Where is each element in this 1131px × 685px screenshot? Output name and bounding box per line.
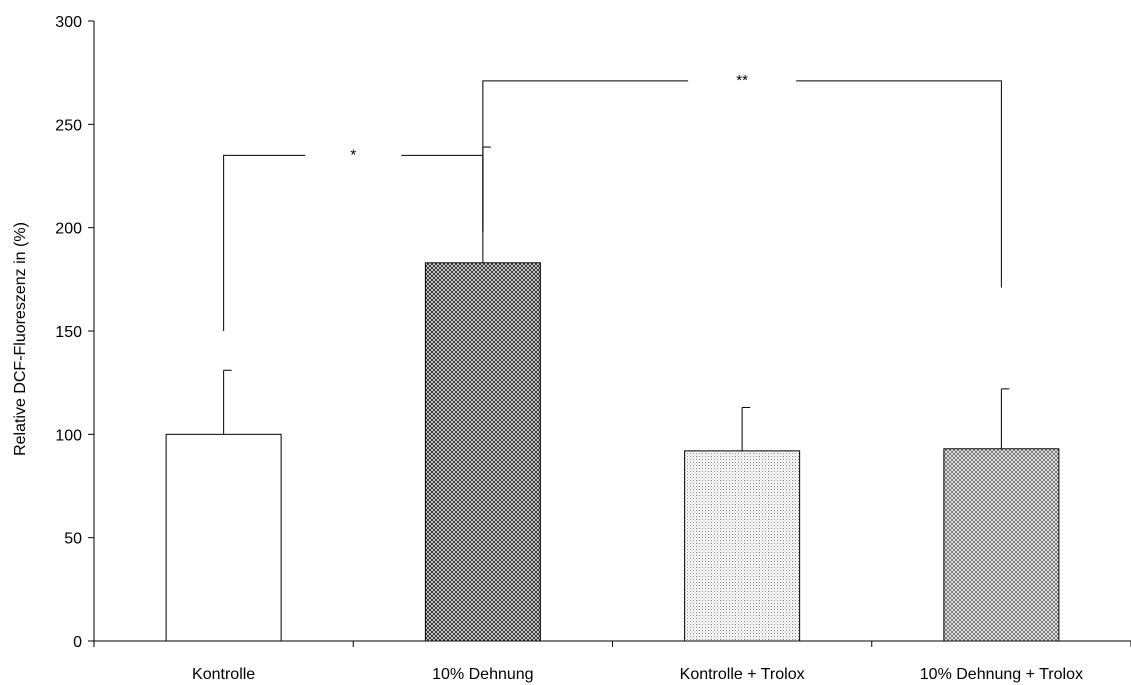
bar [165,433,282,642]
y-tick-label: 50 [64,531,82,548]
significance-bracket-right [401,154,484,232]
significance-label: * [350,146,356,163]
bar [424,262,541,642]
y-tick-label: 100 [55,427,82,444]
significance-brackets: *** [223,72,1002,331]
y-tick-label: 150 [55,324,82,341]
bar [684,450,801,642]
category-label: Kontrolle + Trolox [680,666,805,683]
bar [943,448,1060,642]
significance-bracket-right [796,80,1002,288]
significance-bracket-left [482,80,689,232]
category-label: Kontrolle [192,666,255,683]
x-axis: Kontrolle 10% Dehnung Kontrolle + Trolox 10… [93,641,1131,683]
y-tick-label: 250 [55,117,82,134]
y-tick-label: 200 [55,221,82,238]
y-tick-label: 0 [73,634,82,651]
y-axis-title: Relative DCF-Fluoreszenz in (%) [12,222,29,456]
significance-bracket-left [223,154,306,331]
y-tick-label: 300 [55,14,82,31]
y-axis-ticks: 0 50 100 150 200 250 300 [55,14,94,651]
bars [165,146,1060,642]
category-label: 10% Dehnung + Trolox [920,666,1083,683]
category-label: 10% Dehnung [432,666,533,683]
significance-label: ** [736,72,748,89]
